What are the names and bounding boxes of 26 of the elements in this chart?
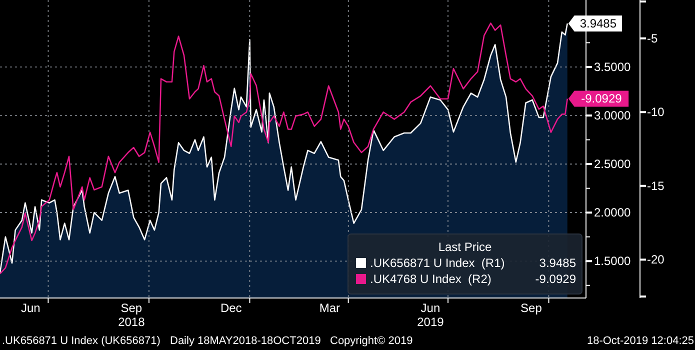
y-tick-label: 3.0000: [594, 108, 632, 123]
y2-tick-label: -10: [647, 105, 665, 120]
x-tick-label: Jun 2019: [417, 301, 444, 329]
legend-title: Last Price: [438, 240, 492, 254]
x-tick-label: Mar: [319, 301, 340, 315]
data-label: -9.0929: [581, 92, 622, 106]
x-tick-label: Dec: [220, 301, 242, 315]
text: Daily 18MAY2018-18OCT2019: [170, 335, 321, 347]
text: -9.0929: [535, 272, 576, 286]
text: .UK656871 U Index (UK656871): [2, 335, 160, 347]
x-tick-label: Jun: [20, 301, 40, 315]
text: 3.9485: [539, 256, 576, 270]
y2-tick-label: -20: [647, 252, 665, 267]
y-tick-label: 1.5000: [594, 254, 632, 268]
x-tick-label: Sep: [520, 301, 542, 315]
text: Copyright© 2019: [330, 335, 413, 347]
y-tick-label: 3.5000: [594, 60, 632, 74]
y-tick-label: 2.5000: [594, 157, 632, 172]
legend-label: .UK656871 U Index (R1): [370, 256, 505, 270]
y2-tick-label: -15: [647, 178, 665, 193]
x-tick-label: Sep 2018: [118, 301, 146, 329]
y2-tick-label: -5: [647, 31, 658, 46]
legend-label: .UK4768 U Index (R2): [370, 272, 492, 286]
y-tick-label: 2.0000: [594, 206, 632, 220]
text: 18-Oct-2019 12:04:25: [586, 335, 694, 347]
data-label: 3.9485: [580, 16, 617, 30]
